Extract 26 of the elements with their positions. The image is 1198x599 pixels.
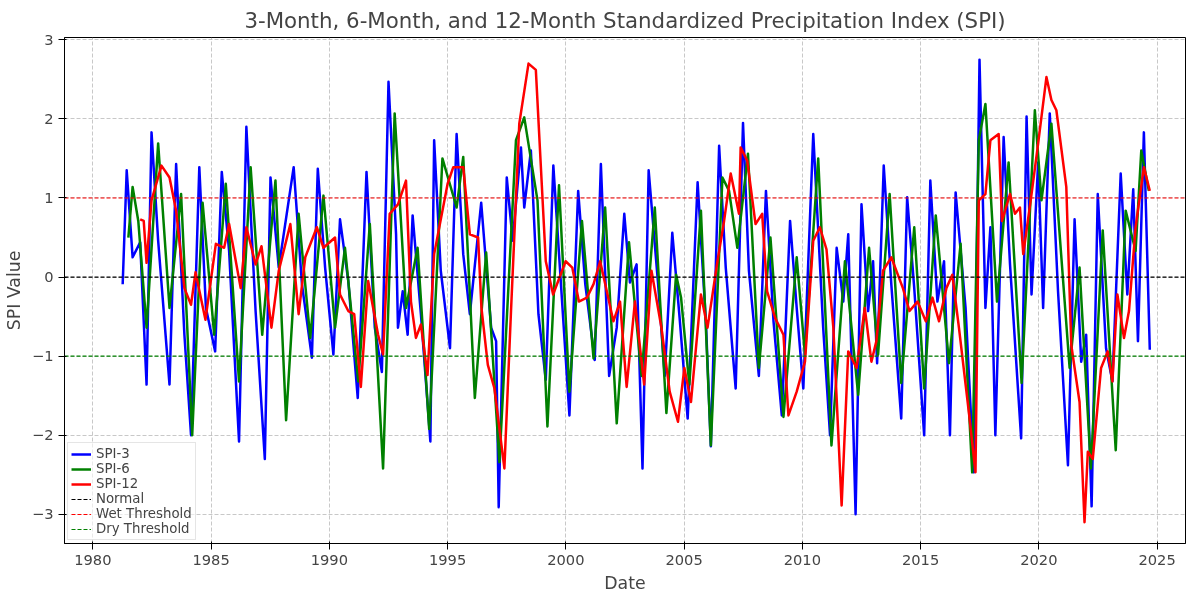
- y-tick-label: −2: [31, 426, 54, 444]
- y-axis-title: SPI Value: [3, 250, 24, 331]
- y-tick-label: −1: [31, 347, 54, 365]
- x-tick-label: 1990: [310, 550, 349, 568]
- x-axis-title: Date: [604, 572, 646, 593]
- x-tick-label: 2025: [1138, 550, 1176, 568]
- legend-label: Normal: [96, 491, 145, 506]
- legend-label: SPI-6: [96, 461, 130, 476]
- legend-label: Wet Threshold: [96, 506, 192, 521]
- legend-label: SPI-12: [96, 476, 139, 491]
- x-tick-label: 1980: [74, 550, 112, 568]
- x-tick-label: 2000: [547, 550, 585, 568]
- y-tick-label: 1: [44, 189, 54, 206]
- x-tick-label: 2015: [901, 550, 940, 568]
- legend-label: SPI-3: [96, 446, 130, 461]
- y-tick-label: 2: [44, 109, 54, 127]
- x-tick-label: 2005: [665, 550, 703, 568]
- y-tick-label: 0: [44, 268, 54, 286]
- x-tick-label: 2020: [1020, 550, 1058, 568]
- x-tick-label: 1995: [428, 550, 467, 568]
- legend-label: Dry Threshold: [96, 521, 190, 536]
- x-tick-label: 2010: [783, 550, 822, 568]
- y-tick-label: 3: [44, 30, 54, 48]
- x-tick-label: 1985: [192, 550, 230, 568]
- chart-title: 3-Month, 6-Month, and 12-Month Standardized Precipitation Index (SPI): [244, 7, 1006, 33]
- y-tick-label: −3: [31, 505, 54, 523]
